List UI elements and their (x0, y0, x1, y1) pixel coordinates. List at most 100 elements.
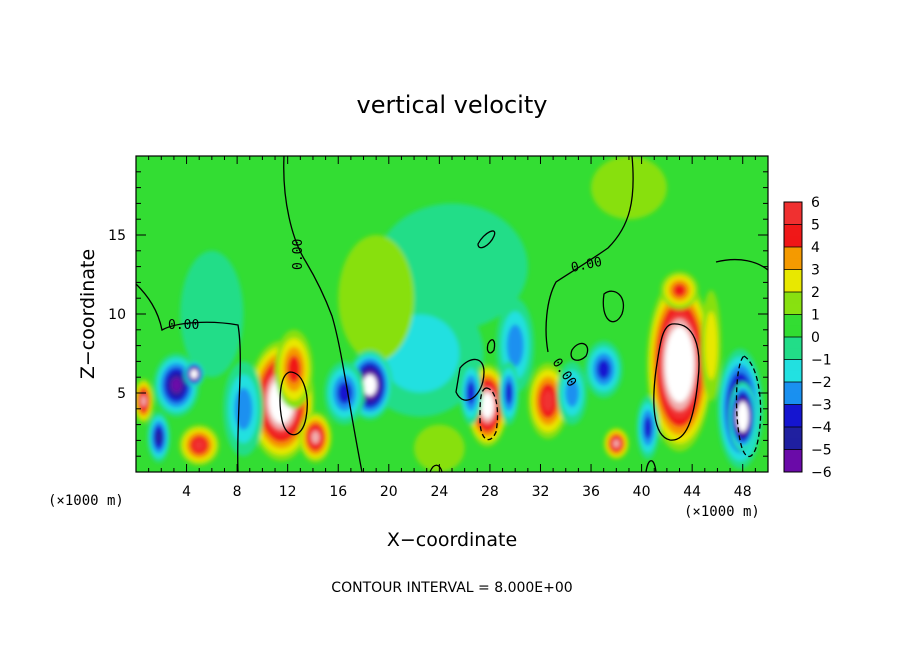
y-axis: 5 10 15 (108, 171, 768, 457)
colorbar: 6 5 4 3 2 1 0 −1 −2 −3 −4 −5 −6 (783, 195, 832, 481)
colorbar-substep (784, 460, 802, 473)
colorbar-substep (784, 348, 802, 360)
velocity-cell (603, 427, 629, 460)
colorbar-substep (784, 415, 802, 428)
colorbar-tick-label: 4 (811, 240, 820, 256)
contour-line (479, 387, 499, 441)
x-tick-label: 48 (734, 484, 752, 500)
contour-line (653, 323, 700, 441)
colorbar-substep (784, 438, 802, 450)
velocity-level (234, 387, 253, 430)
velocity-cell (178, 424, 220, 466)
contour-line (545, 156, 634, 353)
contour-interval-note: CONTOUR INTERVAL = 8.000E+00 (331, 580, 572, 596)
contour-line (283, 156, 363, 472)
x-tick-label: 24 (430, 484, 448, 500)
velocity-level (180, 250, 244, 378)
velocity-cell (338, 235, 415, 362)
colorbar-tick-label: −3 (811, 398, 832, 414)
x-tick-label: 4 (182, 484, 191, 500)
velocity-cell (275, 329, 313, 409)
colorbar-tick-label: 3 (811, 263, 820, 279)
x-axis: 4 8 12 16 20 24 28 32 36 40 44 48 (148, 156, 756, 500)
x-tick-label: 28 (481, 484, 499, 500)
velocity-cell (180, 250, 244, 378)
colorbar-tick-label: 0 (811, 330, 820, 346)
velocity-level (483, 397, 492, 414)
velocity-level (674, 351, 685, 378)
zero-contours (136, 156, 768, 472)
velocity-cell (223, 361, 264, 457)
velocity-level (542, 390, 554, 412)
x-tick-label: 16 (329, 484, 347, 500)
x-tick-label: 12 (279, 484, 297, 500)
contour-line (486, 339, 496, 354)
colorbar-tick-label: −2 (811, 375, 832, 391)
velocity-cell (299, 411, 332, 463)
velocity-level (704, 311, 718, 380)
colorbar-tick-label: −6 (811, 465, 832, 481)
velocity-cell (414, 424, 465, 472)
colorbar-substep (784, 370, 802, 383)
colorbar-substep (784, 303, 802, 315)
velocity-level (505, 382, 513, 404)
velocity-level (672, 283, 687, 297)
velocity-cell (591, 156, 667, 220)
contour-label: 0.00 (168, 318, 199, 333)
colorbar-tick-label: 6 (811, 195, 820, 211)
x-unit-label-left: (×1000 m) (48, 493, 124, 509)
colorbar-tick-label: 5 (811, 218, 820, 234)
colorbar-tick-label: 1 (811, 308, 820, 324)
y-tick-label: 5 (117, 386, 126, 402)
colorbar-tick-label: 2 (811, 285, 820, 301)
velocity-level (613, 439, 620, 448)
y-tick-label: 10 (108, 307, 126, 323)
velocity-cell (459, 361, 483, 425)
velocity-level (506, 324, 524, 367)
velocity-level (141, 395, 147, 407)
contour-label: 0.00 (291, 239, 306, 270)
contour-line (279, 371, 308, 436)
colorbar-substep (784, 213, 802, 225)
x-tick-label: 44 (683, 484, 701, 500)
colorbar-substep (784, 393, 802, 405)
velocity-cell (556, 361, 588, 425)
contour-line (455, 358, 485, 401)
contour-label: 0.00 (570, 255, 604, 276)
chart-title: vertical velocity (357, 91, 548, 119)
velocity-level (365, 378, 375, 392)
y-tick-label: 15 (108, 228, 126, 244)
colorbar-substep (784, 235, 802, 248)
velocity-cell (584, 340, 623, 398)
contour-line (429, 464, 443, 472)
x-tick-label: 20 (380, 484, 398, 500)
x-axis-label: X−coordinate (387, 529, 517, 551)
x-tick-label: 32 (532, 484, 550, 500)
velocity-cell (498, 361, 519, 425)
colorbar-tick-label: −1 (811, 353, 832, 369)
velocity-level (643, 416, 652, 439)
contour-line (715, 258, 768, 271)
contour-line (477, 230, 496, 249)
x-tick-label: 36 (582, 484, 600, 500)
x-tick-label: 8 (233, 484, 242, 500)
velocity-level (311, 431, 320, 444)
velocity-cell (728, 381, 757, 452)
velocity-cell (636, 396, 660, 460)
contour-line (645, 460, 657, 472)
contour-line (570, 342, 589, 361)
velocity-cell (324, 361, 365, 425)
colorbar-ticks: 6 5 4 3 2 1 0 −1 −2 −3 −4 −5 −6 (784, 195, 832, 481)
velocity-level (193, 439, 205, 452)
contour-line (136, 283, 241, 472)
contour-line (602, 290, 625, 323)
velocity-level (605, 168, 653, 208)
colorbar-tick-label: −4 (811, 420, 832, 436)
velocity-cell (660, 271, 699, 310)
velocity-level (565, 378, 579, 408)
velocity-cell (147, 411, 171, 463)
velocity-level (740, 411, 745, 422)
colorbar-substep (784, 258, 802, 270)
plot-area: 0.00 0.00 0.00 0.00 (135, 155, 769, 473)
